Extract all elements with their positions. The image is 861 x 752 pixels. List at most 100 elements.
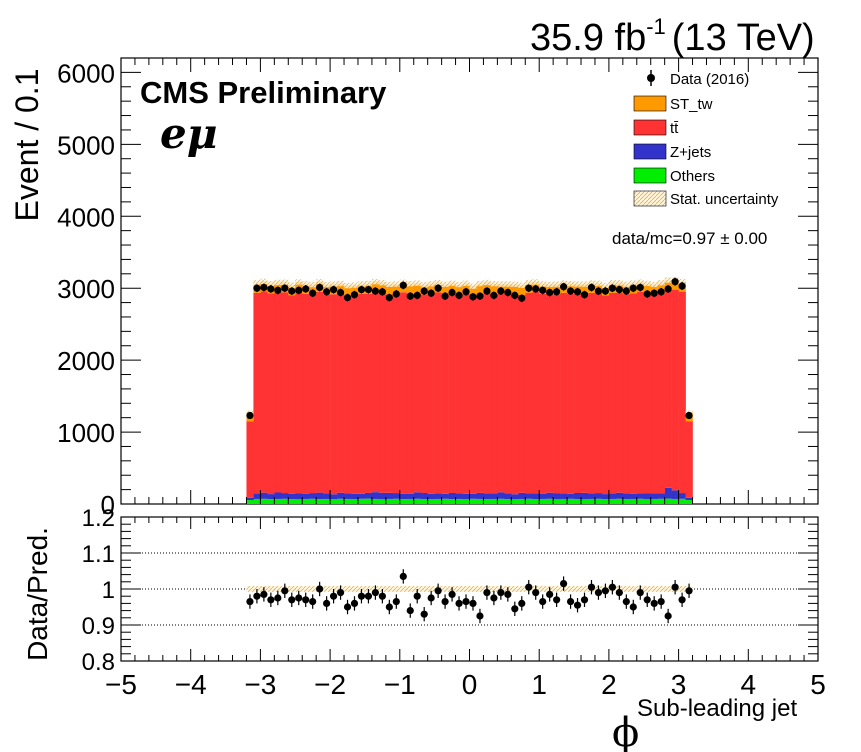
bar-others-52 [608,498,617,504]
stat-band-13 [337,280,345,287]
ratio-point-28 [441,598,449,606]
stat-band-38 [511,281,519,287]
bar-zjets-54 [622,493,631,500]
main-ytick-label-4000: 4000 [57,202,115,232]
main-panel: 0 1000 2000 3000 4000 5000 6000 CMS Preliminar… [9,57,819,520]
xtick-label-1: 1 [531,669,547,700]
ratio-band-14 [344,586,352,592]
data-point-48 [580,291,589,299]
bar-others-15 [351,499,359,504]
bar-tt-51 [601,295,610,495]
ratio-band-7 [295,586,303,592]
ratio-band-0 [246,586,254,592]
ratio-point-26 [427,594,435,602]
bar-zjets-8 [302,493,310,499]
bar-zjets-34 [483,493,491,500]
bar-zjets-13 [337,492,345,499]
bar-others-0 [246,500,254,504]
bar-tt-62 [678,291,686,494]
data-point-23 [406,292,414,300]
data-point-29 [448,288,456,297]
bar-tt-31 [462,293,470,494]
bar-zjets-37 [504,493,512,500]
stat-band-3 [267,280,275,287]
bar-zjets-36 [497,492,505,499]
bar-tt-52 [608,292,617,494]
stat-band-8 [302,281,310,287]
bar-tt-54 [622,294,631,494]
bar-tt-17 [364,293,373,493]
stat-band-49 [587,280,595,286]
stat-band-48 [581,281,588,287]
data-point-39 [518,294,526,302]
stat-band-34 [483,279,491,286]
ratio-point-14 [343,603,352,611]
stat-band-30 [455,281,463,288]
data-point-27 [434,284,442,292]
ratio-point-33 [476,612,484,620]
bar-others-14 [344,498,352,504]
ratio-band-32 [469,586,477,592]
ratio-band-26 [427,586,435,592]
stat-band-28 [441,281,449,287]
bar-sttw-13 [337,283,345,294]
stat-band-50 [594,280,602,286]
bar-tt-7 [295,291,303,494]
ratio-point-19 [378,592,386,600]
data-point-57 [643,290,651,298]
stat-band-53 [615,280,623,286]
ratio-point-30 [455,599,463,608]
bar-zjets-29 [448,492,456,500]
bar-tt-44 [553,294,561,494]
bar-sttw-29 [448,283,456,294]
stat-band-2 [260,278,268,285]
ratio-point-17 [364,592,373,600]
ratio-point-8 [302,596,310,604]
bar-others-20 [385,498,394,504]
ratio-point-1 [253,592,261,600]
bar-tt-10 [316,291,324,493]
data-point-13 [336,288,345,297]
data-point-15 [350,291,359,299]
bar-sttw-57 [643,283,652,294]
bar-tt-11 [323,294,331,494]
ratio-point-44 [553,596,561,604]
ratio-point-9 [309,598,317,606]
stat-band-26 [427,281,435,287]
ratio-points-layer [246,569,693,624]
ratio-point-56 [636,589,644,597]
bar-zjets-61 [671,490,679,499]
stat-band-11 [323,281,331,288]
bar-sttw-35 [490,283,498,294]
ratio-ytick-label: 1 [102,577,115,604]
stat-band-58 [650,281,658,288]
bar-others-60 [664,498,672,504]
bar-tt-3 [267,293,275,495]
bar-zjets-22 [399,493,408,500]
stat-band-19 [378,280,386,286]
ratio-band-22 [399,586,407,592]
ratio-point-7 [295,594,303,602]
stat-band-31 [462,280,470,286]
ratio-point-55 [629,603,637,611]
bar-zjets-30 [455,493,463,499]
bar-zjets-4 [274,492,282,499]
data-point-47 [573,288,582,296]
main-ytick-label-3000: 3000 [57,274,115,304]
bar-others-62 [678,498,686,504]
bar-tt-45 [560,292,568,494]
bar-others-7 [295,499,303,504]
stat-band-6 [288,282,296,288]
bar-zjets-17 [364,492,373,499]
stat-band-43 [546,281,554,288]
legend: Data (2016) ST_tw tt̄ Z+jets Others Stat… [633,70,779,208]
legend-entry-ttbar: tt̄ [633,119,679,137]
ratio-band-55 [629,586,637,592]
bar-others-35 [490,498,498,504]
ratio-point-12 [329,592,338,600]
stat-band-36 [497,281,505,287]
bar-zjets-43 [546,492,554,499]
bar-others-6 [288,499,296,504]
bar-others-55 [629,498,638,504]
bar-others-53 [615,498,624,504]
